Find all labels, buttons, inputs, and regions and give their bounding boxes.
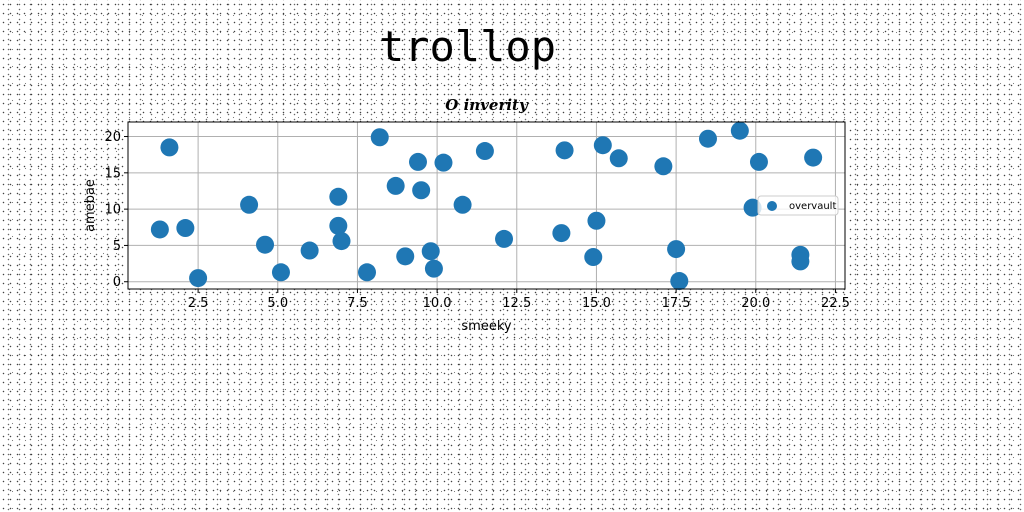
data-point [453, 195, 472, 214]
data-point [300, 241, 319, 260]
page-title: trollop [378, 22, 556, 71]
x-tick-label: 22.5 [821, 296, 850, 311]
data-point [358, 263, 376, 282]
legend-label: overvault [789, 201, 836, 212]
data-point [749, 152, 768, 171]
legend: overvault [757, 195, 839, 216]
data-point [408, 152, 427, 171]
data-point [370, 128, 389, 147]
data-point [240, 195, 259, 214]
y-tick-label: 20 [104, 130, 121, 145]
chart-title: O inverity [445, 96, 528, 114]
data-point [593, 136, 612, 155]
data-point [421, 242, 440, 261]
data-point [329, 216, 348, 235]
data-point [176, 219, 195, 238]
y-axis-label: amebae [83, 179, 98, 232]
data-point [609, 149, 628, 168]
data-point [667, 240, 686, 259]
data-point [730, 121, 749, 140]
data-point [670, 272, 689, 291]
x-tick-label: 2.5 [188, 296, 209, 311]
data-point [654, 157, 673, 176]
axis-ticks: 2.5 5.0 7.5 10.0 12.5 15.0 17.5 20.0 22.5 0 5 10 15 2… [104, 130, 849, 311]
y-tick-label: 10 [104, 203, 121, 218]
data-point [434, 153, 453, 172]
data-point [475, 142, 494, 161]
data-point [587, 211, 606, 230]
y-tick-label: 5 [113, 239, 121, 254]
data-point [271, 263, 290, 282]
data-point [791, 252, 810, 271]
x-tick-label: 10.0 [423, 296, 452, 311]
data-point [555, 141, 574, 160]
data-point [412, 181, 431, 200]
plot-frame [127, 121, 846, 290]
data-point [396, 247, 415, 266]
data-point [386, 176, 405, 195]
x-tick-label: 17.5 [662, 296, 691, 311]
y-tick-label: 15 [104, 166, 121, 181]
data-point [552, 224, 571, 243]
data-point [424, 259, 443, 278]
legend-marker [767, 201, 777, 211]
data-point [150, 220, 169, 239]
x-axis-label: smeeky [461, 319, 511, 334]
x-tick-label: 12.5 [502, 296, 531, 311]
data-point [160, 138, 179, 157]
legend-box [757, 195, 839, 216]
x-tick-label: 20.0 [741, 296, 770, 311]
y-tick-label: 0 [113, 275, 121, 290]
data-point [189, 269, 208, 288]
data-point [804, 148, 823, 167]
data-points [150, 121, 823, 291]
data-point [329, 187, 348, 206]
data-point [495, 229, 514, 248]
x-tick-label: 7.5 [347, 296, 368, 311]
data-point [584, 248, 603, 267]
data-point [698, 129, 717, 148]
data-point [256, 235, 275, 254]
data-point [332, 232, 351, 251]
x-tick-label: 5.0 [267, 296, 288, 311]
x-tick-label: 15.0 [582, 296, 611, 311]
data-point [743, 198, 762, 217]
